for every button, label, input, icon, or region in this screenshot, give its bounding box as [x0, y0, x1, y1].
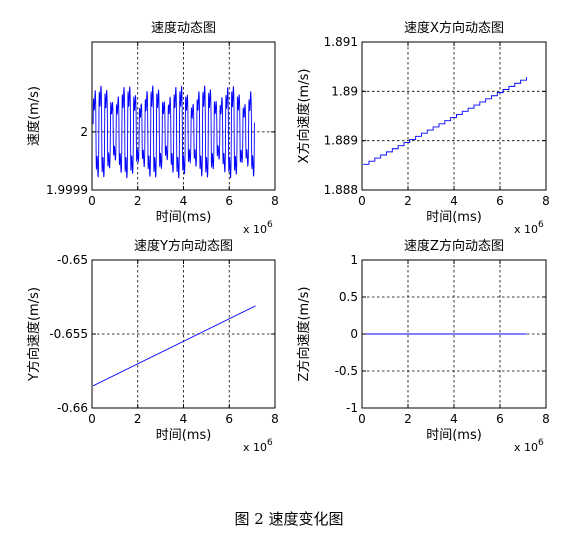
figure-caption: 图 2 速度变化图 [234, 510, 344, 528]
x-tick-label: 0 [88, 194, 96, 208]
x-axis-multiplier: x 106 [243, 220, 273, 236]
x-multiplier-exponent: 6 [267, 438, 273, 448]
y-tick-label: 1.89 [331, 84, 358, 98]
series-line [92, 85, 255, 179]
x-tick-label: 8 [542, 194, 550, 208]
x-tick-label: 6 [225, 412, 233, 426]
x-multiplier-base: x 10 [514, 223, 538, 236]
chart-title: 速度动态图 [151, 20, 216, 36]
x-multiplier-base: x 10 [514, 441, 538, 454]
x-axis-label: 时间(ms) [156, 210, 212, 225]
x-multiplier-base: x 10 [243, 441, 267, 454]
y-tick-label: -0.655 [49, 327, 88, 341]
x-multiplier-exponent: 6 [267, 220, 273, 230]
x-tick-label: 0 [358, 194, 366, 208]
x-tick-label: 8 [271, 412, 279, 426]
y-tick-label: 1.891 [324, 35, 358, 49]
series-line [363, 77, 527, 165]
x-tick-label: 4 [450, 194, 458, 208]
x-multiplier-base: x 10 [243, 223, 267, 236]
x-tick-label: 6 [225, 194, 233, 208]
y-axis-label: 速度(m/s) [26, 86, 42, 146]
x-tick-label: 8 [542, 412, 550, 426]
x-axis-label: 时间(ms) [426, 428, 482, 443]
x-tick-label: 2 [404, 412, 412, 426]
y-tick-label: 1 [350, 253, 358, 267]
y-tick-label: -1 [346, 401, 358, 415]
y-tick-label: -0.5 [335, 364, 358, 378]
y-tick-label: 1.9999 [46, 183, 88, 197]
y-axis-label: Y方向速度(m/s) [26, 287, 42, 382]
x-axis-multiplier: x 106 [514, 220, 544, 236]
chart-title: 速度Y方向动态图 [134, 238, 233, 254]
x-tick-label: 0 [88, 412, 96, 426]
x-tick-label: 2 [404, 194, 412, 208]
y-tick-label: 0 [350, 327, 358, 341]
x-tick-label: 2 [134, 194, 142, 208]
chart-title: 速度X方向动态图 [404, 20, 504, 36]
x-axis-multiplier: x 106 [243, 438, 273, 454]
chart-title: 速度Z方向动态图 [404, 238, 504, 254]
x-tick-label: 4 [450, 412, 458, 426]
y-axis-label: Z方向速度(m/s) [296, 287, 312, 382]
y-tick-label: -0.66 [57, 401, 88, 415]
y-tick-label: -0.65 [57, 253, 88, 267]
series-line [92, 305, 256, 387]
y-tick-label: 2 [80, 125, 88, 139]
x-multiplier-exponent: 6 [538, 438, 544, 448]
x-tick-label: 8 [271, 194, 279, 208]
x-tick-label: 6 [496, 194, 504, 208]
y-axis-label: X方向速度(m/s) [296, 69, 312, 164]
y-tick-label: 1.888 [324, 183, 358, 197]
plot-area [362, 42, 546, 190]
x-axis-multiplier: x 106 [514, 438, 544, 454]
x-tick-label: 4 [180, 194, 188, 208]
x-axis-label: 时间(ms) [156, 428, 212, 443]
y-tick-label: 1.889 [324, 134, 358, 148]
y-tick-label: 0.5 [339, 290, 358, 304]
x-tick-label: 6 [496, 412, 504, 426]
x-tick-label: 2 [134, 412, 142, 426]
x-multiplier-exponent: 6 [538, 220, 544, 230]
x-tick-label: 0 [358, 412, 366, 426]
x-axis-label: 时间(ms) [426, 210, 482, 225]
x-tick-label: 4 [180, 412, 188, 426]
